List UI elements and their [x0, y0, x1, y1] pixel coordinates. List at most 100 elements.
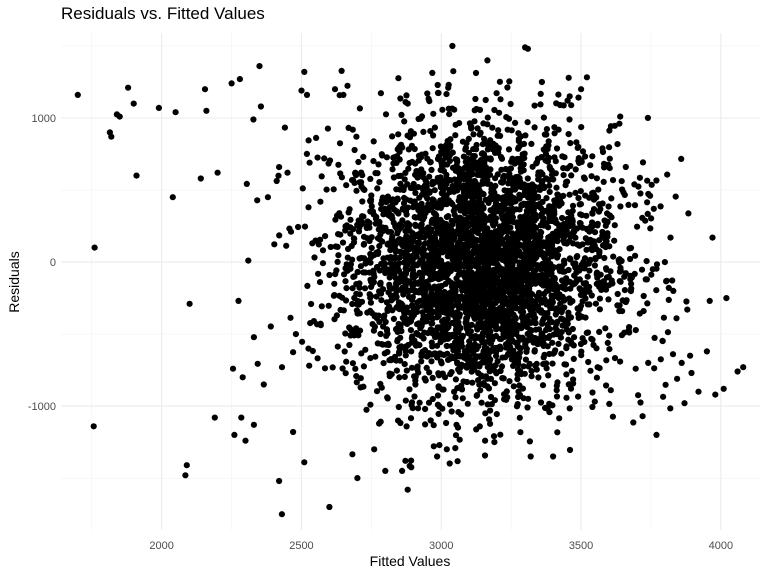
data-point — [443, 419, 450, 427]
data-point — [501, 187, 508, 194]
data-point — [399, 144, 406, 151]
data-point — [414, 299, 421, 306]
data-point — [581, 175, 588, 182]
data-point — [283, 242, 290, 249]
data-point — [402, 397, 409, 404]
data-point — [465, 192, 472, 199]
data-point — [357, 299, 364, 306]
data-point — [507, 100, 514, 108]
data-point — [454, 302, 461, 309]
data-point — [685, 210, 692, 217]
data-point — [403, 92, 410, 99]
data-point — [566, 446, 574, 454]
data-point — [452, 394, 459, 401]
data-point — [416, 206, 423, 213]
y-tick-label: 0 — [50, 257, 56, 269]
data-point — [681, 400, 688, 407]
data-point — [456, 120, 463, 127]
data-point — [490, 315, 497, 322]
data-point — [507, 344, 514, 351]
data-point — [648, 271, 655, 278]
data-point — [606, 243, 613, 250]
data-point — [396, 374, 403, 381]
data-point — [575, 195, 582, 202]
data-point — [407, 327, 414, 334]
data-point — [414, 308, 421, 315]
data-point — [358, 350, 365, 357]
data-point — [524, 301, 532, 308]
data-point — [450, 217, 457, 225]
x-tick-label: 4000 — [709, 540, 733, 552]
data-point — [509, 362, 517, 369]
data-point — [500, 198, 508, 205]
data-point — [526, 219, 533, 226]
data-point — [628, 280, 635, 287]
data-point — [549, 339, 556, 346]
data-point — [478, 333, 485, 340]
data-point — [376, 288, 383, 295]
data-point — [653, 431, 660, 438]
data-point — [535, 374, 542, 381]
data-point — [386, 204, 393, 211]
data-point — [453, 275, 460, 282]
data-point — [515, 354, 522, 361]
data-point — [553, 387, 560, 394]
data-point — [486, 416, 493, 423]
data-point — [367, 307, 374, 314]
data-point — [524, 119, 531, 126]
data-point — [452, 376, 459, 383]
data-point — [449, 42, 456, 50]
data-point — [626, 329, 633, 336]
data-point — [425, 201, 432, 208]
data-point — [579, 313, 586, 320]
data-point — [356, 284, 363, 291]
data-point — [403, 315, 410, 322]
data-point — [569, 325, 576, 333]
data-point — [360, 153, 367, 160]
data-point — [528, 140, 535, 147]
data-point — [520, 191, 527, 199]
data-point — [486, 297, 494, 304]
data-point — [367, 294, 374, 301]
data-point — [531, 217, 538, 224]
data-point — [292, 331, 299, 338]
data-point — [133, 172, 140, 179]
data-point — [558, 329, 565, 336]
data-point — [369, 321, 376, 328]
data-point — [632, 327, 639, 334]
data-point — [388, 356, 395, 363]
data-point — [527, 453, 534, 460]
data-point — [450, 333, 457, 340]
data-point — [589, 336, 596, 343]
data-point — [333, 312, 340, 319]
data-point — [599, 200, 606, 207]
data-point — [573, 139, 580, 146]
data-point — [579, 241, 586, 248]
data-point — [348, 242, 355, 250]
data-point — [492, 247, 499, 254]
data-point — [399, 278, 406, 285]
data-point — [314, 355, 321, 362]
data-point — [377, 380, 384, 388]
data-point — [304, 282, 311, 289]
data-point — [455, 328, 462, 336]
data-point — [401, 373, 408, 380]
data-point — [450, 68, 457, 75]
data-point — [275, 172, 282, 179]
data-point — [461, 354, 468, 361]
data-point — [490, 433, 498, 440]
data-point — [394, 336, 401, 343]
data-point — [364, 218, 371, 225]
data-point — [315, 270, 322, 277]
data-point — [343, 182, 350, 189]
data-point — [638, 266, 646, 273]
data-point — [539, 382, 547, 389]
data-point — [384, 395, 391, 402]
data-point — [327, 243, 334, 251]
data-point — [559, 277, 566, 284]
data-point — [614, 141, 621, 148]
data-point — [373, 315, 380, 322]
data-point — [389, 166, 396, 173]
data-point — [402, 348, 409, 355]
x-tick-label: 2000 — [149, 540, 173, 552]
